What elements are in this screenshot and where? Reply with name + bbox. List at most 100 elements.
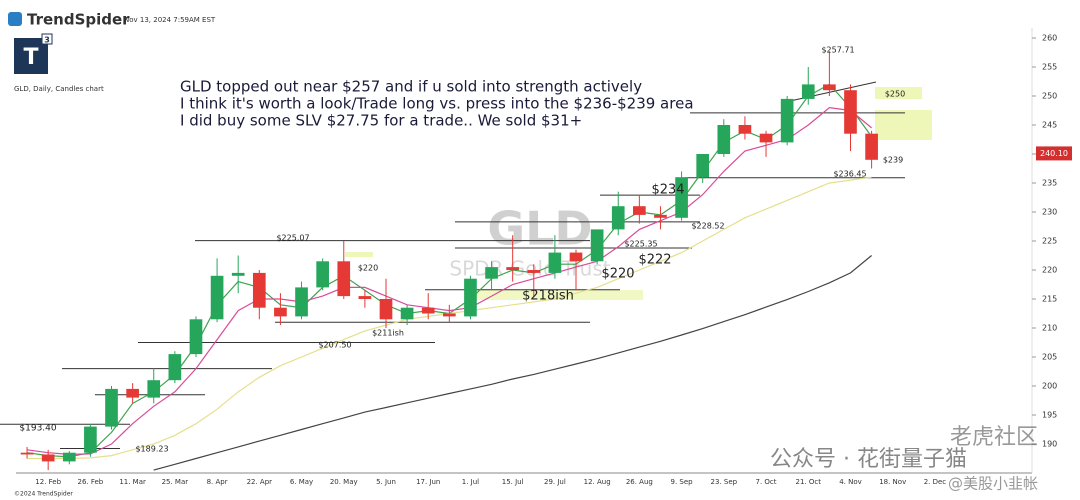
x-tick-label: 17. Jun xyxy=(416,478,440,486)
annotation: $222 xyxy=(638,253,671,268)
candle-body xyxy=(295,287,308,317)
timestamp: Nov 13, 2024 7:59AM EST xyxy=(124,16,216,24)
candle-body xyxy=(717,125,731,154)
candle-body xyxy=(865,133,878,160)
x-tick-label: 29. Jul xyxy=(544,478,566,486)
plot: 12. Feb 26. Feb 11. Mar 25. Mar 8. Apr 22. Ap… xyxy=(0,34,1072,486)
annotation: $234 xyxy=(651,183,684,198)
annotation: $189.23 xyxy=(135,445,168,454)
candle-body xyxy=(189,319,203,355)
note: I did buy some SLV $27.75 for a trade.. … xyxy=(180,112,582,130)
candle-body xyxy=(147,380,161,398)
x-tick-label: 4. Nov xyxy=(839,478,862,486)
y-tick-label: 230 xyxy=(1042,208,1057,217)
candle-body xyxy=(62,452,76,462)
candle-body xyxy=(759,133,773,143)
logo: 3 T xyxy=(8,12,53,74)
candle-body xyxy=(823,84,836,91)
x-tick-label: 25. Mar xyxy=(162,478,189,486)
x-tick-label: 21. Oct xyxy=(796,478,822,486)
candle-body xyxy=(105,388,118,427)
candle-body xyxy=(274,307,287,317)
y-tick-label: 245 xyxy=(1042,121,1057,130)
copyright: ©2024 TrendSpider xyxy=(14,491,73,498)
candle-body xyxy=(780,98,794,143)
x-tick-label: 5. Jun xyxy=(376,478,396,486)
x-tick-label: 11. Mar xyxy=(119,478,146,486)
candle-body xyxy=(379,299,393,320)
candle-body xyxy=(316,261,329,288)
annotation: $228.52 xyxy=(691,222,724,231)
watermark: SPDR Gold Trust xyxy=(449,257,610,281)
svg-text:3: 3 xyxy=(44,36,50,45)
x-tick-label: 9. Sep xyxy=(671,478,694,486)
candle-body xyxy=(527,270,541,273)
note: I think it's worth a look/Trade long vs.… xyxy=(180,95,694,113)
annotation: $239 xyxy=(883,156,903,165)
ma-line xyxy=(153,255,872,471)
candle-body xyxy=(41,454,55,462)
x-tick-label: 12. Feb xyxy=(35,478,61,486)
y-tick-label: 235 xyxy=(1042,179,1057,188)
x-tick-label: 6. May xyxy=(290,478,313,486)
x-tick-label: 26. Feb xyxy=(78,478,104,486)
annotation: $236.45 xyxy=(833,170,866,179)
candle-body xyxy=(231,272,245,276)
watermark: @美股小韭帐 xyxy=(948,475,1038,493)
candle-body xyxy=(168,354,182,381)
y-tick-label: 210 xyxy=(1042,324,1057,333)
y-tick-label: 250 xyxy=(1042,92,1057,101)
candle-body xyxy=(337,261,351,297)
x-tick-label: 1. Jul xyxy=(462,478,479,486)
x-tick-label: 18. Nov xyxy=(879,478,906,486)
candle-body xyxy=(126,388,139,398)
note: GLD topped out near $257 and if u sold i… xyxy=(180,78,642,96)
candle-body xyxy=(654,214,667,218)
candle-body xyxy=(20,452,34,455)
y-tick-label: 200 xyxy=(1042,382,1057,391)
watermark: GLD xyxy=(487,202,592,256)
y-tick-label: 220 xyxy=(1042,266,1057,275)
zones xyxy=(345,87,932,300)
brand: TrendSpider xyxy=(27,11,130,29)
candle-body xyxy=(675,177,688,218)
annotation: $250 xyxy=(885,90,905,99)
annotation: $220 xyxy=(358,264,378,273)
candle-body xyxy=(569,252,583,262)
price-tag xyxy=(1036,146,1072,161)
candle-body xyxy=(400,307,414,320)
candle-body xyxy=(464,278,477,317)
annotation: $207.50 xyxy=(318,341,351,350)
x-tick-label: 15. Jul xyxy=(502,478,524,486)
x-tick-label: 20. May xyxy=(330,478,358,486)
candle-body xyxy=(844,90,857,134)
candle-body xyxy=(696,154,710,178)
annotation: $225.35 xyxy=(624,240,657,249)
candle-body xyxy=(590,229,604,262)
watermark: 老虎社区 xyxy=(950,425,1038,450)
price-tag-label: 240.10 xyxy=(1040,149,1068,158)
candle-body xyxy=(801,84,815,99)
candle-body xyxy=(442,313,456,317)
candle-body xyxy=(84,426,97,453)
y-tick-label: 190 xyxy=(1042,440,1057,449)
x-tick-label: 7. Oct xyxy=(756,478,777,486)
candle-body xyxy=(506,267,520,270)
y-tick-label: 205 xyxy=(1042,353,1057,362)
trend-line xyxy=(780,81,877,104)
candle-body xyxy=(548,252,562,273)
annotation: $225.07 xyxy=(276,234,309,243)
x-tick-label: 23. Sep xyxy=(711,478,738,486)
candle-body xyxy=(485,267,498,279)
candle-body xyxy=(358,296,372,299)
x-tick-label: 12. Aug xyxy=(584,478,611,486)
y-tick-label: 215 xyxy=(1042,295,1057,304)
annotation: $211ish xyxy=(372,329,404,338)
x-tick-label: 26. Aug xyxy=(626,478,653,486)
y-tick-label: 255 xyxy=(1042,63,1057,72)
x-tick-label: 8. Apr xyxy=(207,478,228,486)
watermark: 公众号 · 花街量子猫 xyxy=(770,447,967,472)
y-tick-label: 225 xyxy=(1042,237,1057,246)
